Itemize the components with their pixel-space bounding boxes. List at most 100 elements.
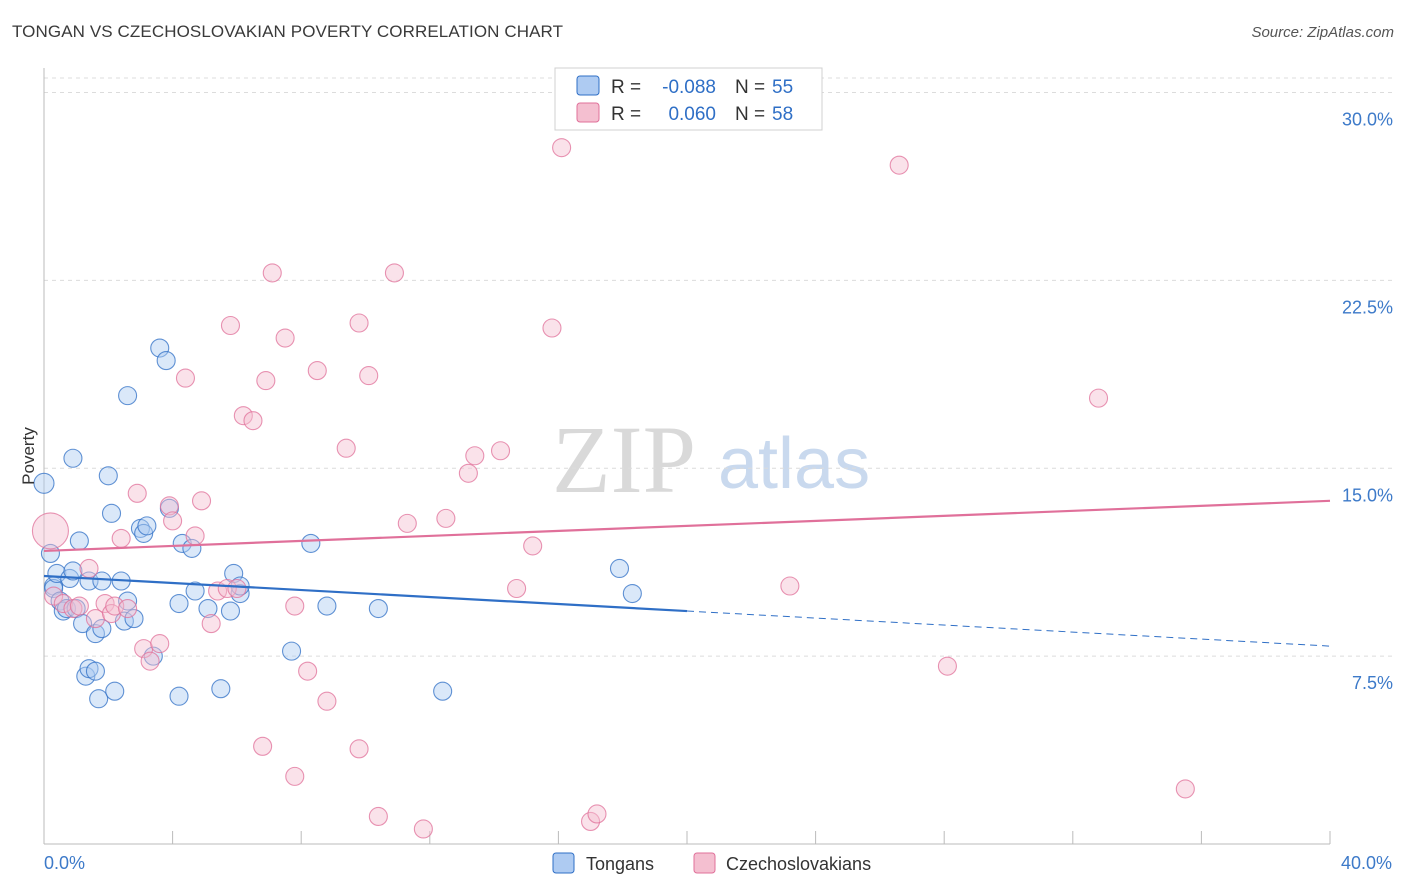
- tongans-point-54: [622, 583, 642, 604]
- czechoslovakians-point-34: [298, 661, 318, 681]
- czechoslovakians-point-27: [243, 411, 263, 431]
- czechoslovakians-point-46: [458, 463, 478, 483]
- watermark-zip: ZIP: [552, 406, 696, 513]
- czechoslovakians-point-18: [175, 368, 196, 388]
- x-tick-label-1: 40.0%: [1341, 853, 1392, 873]
- czechoslovakians-point-58: [1088, 388, 1109, 408]
- legend-r-label-1: R =: [611, 77, 641, 98]
- czechoslovakians-point-4: [69, 596, 89, 616]
- tongans-point-22: [98, 466, 118, 486]
- tongans-point-51: [368, 598, 388, 619]
- legend-r-label-2: R =: [611, 104, 641, 125]
- czechoslovakians-point-36: [317, 691, 337, 711]
- tongans-point-19: [89, 689, 109, 709]
- czechoslovakians-point-47: [465, 446, 485, 466]
- czechoslovakians-point-25: [227, 578, 247, 599]
- y-tick-label-2: 22.5%: [1342, 297, 1393, 317]
- source-label: Source: ZipAtlas.com: [1251, 24, 1394, 41]
- czechoslovakians-point-28: [253, 736, 273, 756]
- czechoslovakians-point-33: [285, 766, 305, 786]
- tongans-point-42: [198, 598, 218, 619]
- tongans-point-52: [433, 681, 453, 701]
- czechoslovakians-point-21: [201, 614, 221, 634]
- czechoslovakians-point-56: [889, 155, 909, 175]
- trend-lines: [43, 499, 1331, 647]
- tongans-point-18: [85, 624, 105, 644]
- tongans-point-41: [185, 581, 205, 601]
- czechoslovakians-point-39: [349, 739, 369, 759]
- czechoslovakians-point-32: [285, 596, 305, 616]
- legend-swatch-tongans: [576, 75, 600, 96]
- tongans-point-27: [118, 386, 138, 406]
- czechoslovakians-point-10: [111, 528, 131, 548]
- tongans-point-24: [105, 681, 125, 701]
- czechoslovakians-point-30: [262, 263, 282, 283]
- y-tick-label-0: 7.5%: [1352, 673, 1393, 693]
- watermark-atlas: atlas: [718, 424, 870, 504]
- tongans-point-37: [169, 593, 189, 614]
- czechoslovakians-point-48: [490, 441, 511, 461]
- czechoslovakians-point-35: [307, 361, 327, 381]
- czechoslovakians-point-51: [542, 318, 562, 338]
- czechoslovakians-point-19: [185, 526, 205, 546]
- legend-r-value-1: -0.088: [662, 77, 716, 98]
- tongans-point-10: [63, 561, 83, 581]
- chart-title: TONGAN VS CZECHOSLOVAKIAN POVERTY CORREL…: [12, 22, 564, 41]
- tongans-point-44: [220, 601, 241, 621]
- tongans-trend-line: [43, 574, 688, 613]
- czechoslovakians-point-37: [336, 438, 356, 458]
- tongans-point-46: [230, 583, 250, 604]
- x-tick-label-0: 0.0%: [44, 853, 85, 873]
- czechoslovakians-point-14: [140, 651, 160, 671]
- tongans-points: [33, 338, 642, 709]
- czechoslovakians-point-52: [552, 138, 572, 158]
- czechoslovakians-point-57: [937, 656, 957, 676]
- tongans-point-1: [40, 543, 60, 563]
- czechoslovakians-point-17: [163, 511, 183, 531]
- czechoslovakians-point-40: [359, 366, 379, 386]
- czechoslovakians-point-1: [44, 586, 64, 606]
- czechoslovakians-point-29: [256, 371, 276, 391]
- tongans-point-34: [150, 338, 170, 358]
- y-axis-label: Poverty: [19, 427, 38, 485]
- czechoslovakians-point-55: [780, 576, 800, 596]
- tongans-point-23: [101, 503, 122, 523]
- czechoslovakians-point-23: [217, 578, 237, 599]
- tongans-point-35: [156, 351, 176, 371]
- tongans-point-12: [69, 531, 89, 551]
- tongans-point-17: [85, 661, 105, 681]
- czechoslovakians-point-11: [118, 598, 138, 619]
- series-legend: Tongans Czechoslovakians: [552, 852, 871, 874]
- czechoslovakians-trend-line: [43, 499, 1331, 553]
- bottom-legend-swatch-czechoslovakians: [693, 852, 716, 874]
- bottom-legend-label-czechoslovakians: Czechoslovakians: [726, 854, 871, 874]
- czechoslovakians-point-45: [436, 508, 456, 528]
- czechoslovakians-point-53: [580, 811, 601, 832]
- tongans-point-33: [143, 646, 163, 666]
- correlation-legend: R = -0.088 N = 55 R = 0.060 N = 58: [554, 67, 823, 131]
- y-tick-label-3: 30.0%: [1342, 110, 1393, 130]
- tongans-point-21: [92, 571, 112, 591]
- legend-n-value-1: 55: [772, 77, 793, 98]
- grid-lines: [44, 77, 1392, 657]
- czechoslovakians-point-49: [507, 578, 527, 599]
- czechoslovakians-point-42: [384, 263, 404, 283]
- tongans-point-0: [33, 472, 55, 494]
- tongans-trend-extension: [686, 610, 1331, 647]
- tongans-point-38: [169, 686, 189, 706]
- czechoslovakians-point-41: [368, 806, 388, 826]
- legend-n-value-2: 58: [772, 104, 793, 125]
- czechoslovakians-point-20: [191, 491, 212, 511]
- legend-r-value-2: 0.060: [668, 104, 716, 125]
- czechoslovakians-point-26: [233, 406, 253, 426]
- legend-swatch-czechoslovakians: [576, 102, 600, 123]
- czechoslovakians-point-0: [31, 512, 69, 550]
- czechoslovakians-point-24: [220, 315, 241, 336]
- czechoslovakians-point-12: [127, 483, 147, 503]
- tongans-point-3: [44, 578, 64, 599]
- czechoslovakians-point-43: [397, 513, 417, 533]
- czechoslovakians-point-54: [587, 804, 607, 824]
- tongans-point-28: [118, 591, 138, 611]
- tongans-point-32: [137, 516, 157, 536]
